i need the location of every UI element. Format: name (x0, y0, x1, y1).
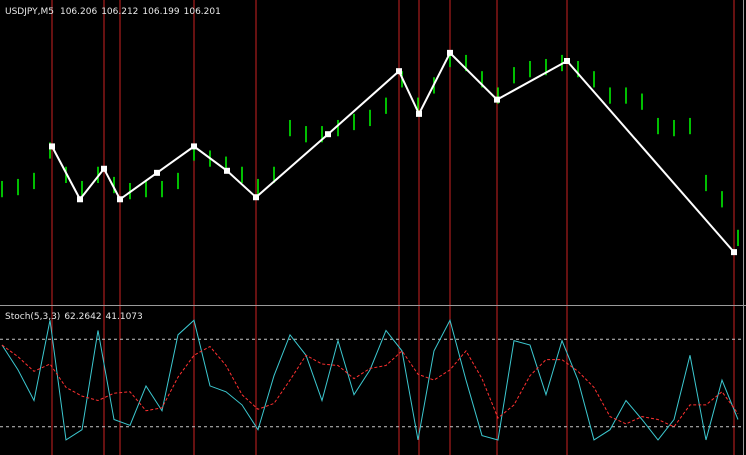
zigzag-point (564, 58, 570, 64)
signal-reading: 41.1073 (106, 312, 143, 322)
zigzag-point (191, 143, 197, 150)
quote-low: 106.199 (142, 7, 179, 17)
zigzag-point (325, 131, 331, 138)
zigzag-point (416, 110, 422, 117)
zigzag-point (154, 169, 160, 176)
symbol: USDJPY,M5 (5, 7, 54, 17)
quote-open: 106.206 (60, 7, 97, 17)
zigzag-point (253, 194, 259, 201)
zigzag-point (49, 143, 55, 150)
zigzag-point (396, 68, 402, 75)
main-reading: 62.2642 (64, 312, 101, 322)
quote-high: 106.212 (101, 7, 138, 17)
zigzag-point (447, 49, 453, 56)
quote-close: 106.201 (184, 7, 221, 17)
zigzag-point (101, 165, 107, 172)
zigzag-point (77, 196, 83, 203)
zigzag-point (731, 249, 737, 256)
stoch-line (1, 344, 739, 428)
price-header: USDJPY,M5 106.206 106.212 106.199 106.201 (5, 7, 221, 17)
zigzag-point (224, 167, 230, 174)
zigzag-point (494, 96, 500, 103)
stoch-header: Stoch(5,3,3) 62.2642 41.1073 (5, 312, 143, 322)
indicator-name: Stoch(5,3,3) (5, 312, 60, 322)
stoch-line (1, 318, 739, 441)
zigzag-point (117, 196, 123, 203)
